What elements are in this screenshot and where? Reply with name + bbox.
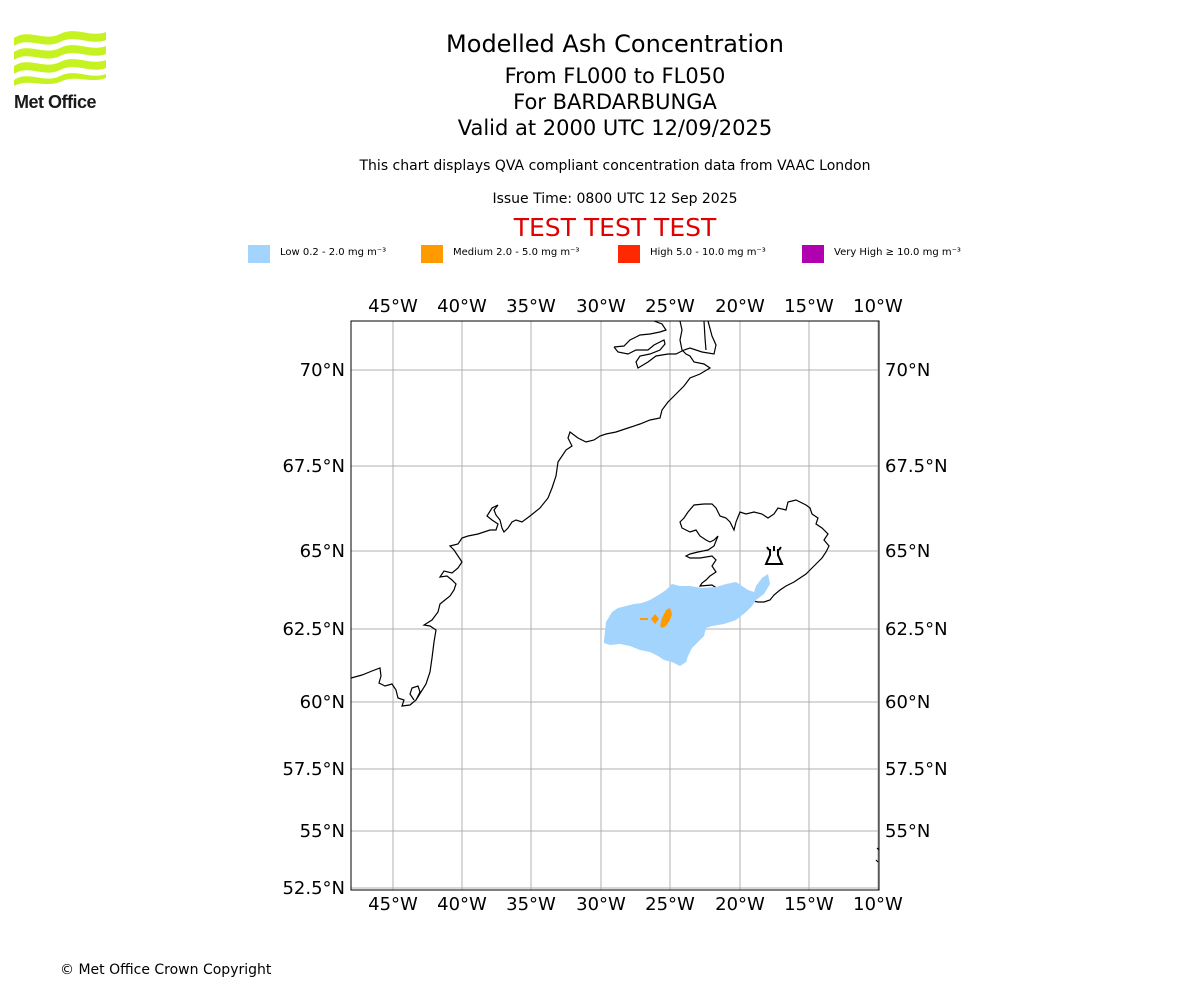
longitude-tick-label: 10°W <box>853 296 903 317</box>
legend-label-very-high: Very High ≥ 10.0 mg m⁻³ <box>834 247 961 258</box>
longitude-tick-label: 40°W <box>437 894 487 915</box>
longitude-tick-label: 40°W <box>437 296 487 317</box>
legend-label-high: High 5.0 - 10.0 mg m⁻³ <box>650 247 766 258</box>
latitude-tick-label: 57.5°N <box>885 759 948 780</box>
longitude-tick-label: 30°W <box>576 894 626 915</box>
graticule <box>351 321 879 890</box>
latitude-tick-label: 60°N <box>885 692 930 713</box>
longitude-tick-label: 45°W <box>368 894 418 915</box>
volcano-icon <box>764 546 784 565</box>
longitude-labels-top: 45°W 40°W 35°W 30°W 25°W 20°W 15°W 10°W <box>368 296 903 317</box>
latitude-tick-label: 52.5°N <box>282 878 345 899</box>
issue-time: Issue Time: 0800 UTC 12 Sep 2025 <box>492 191 738 207</box>
ash-medium-area <box>660 608 672 628</box>
legend-swatch-medium <box>421 245 443 263</box>
data-note: This chart displays QVA compliant concen… <box>359 158 871 174</box>
chart-title: Modelled Ash Concentration <box>446 30 784 58</box>
latitude-tick-label: 62.5°N <box>282 619 345 640</box>
test-banner: TEST TEST TEST <box>513 213 717 242</box>
latitude-labels-right: 70°N 67.5°N 65°N 62.5°N 60°N 57.5°N 55°N <box>885 360 948 842</box>
latitude-tick-label: 67.5°N <box>282 456 345 477</box>
longitude-tick-label: 15°W <box>784 296 834 317</box>
copyright-notice: © Met Office Crown Copyright <box>60 962 272 978</box>
longitude-tick-label: 25°W <box>645 894 695 915</box>
ash-medium-dash <box>640 618 648 620</box>
greenland-coastline <box>351 321 712 707</box>
logo-waves-icon <box>14 31 106 86</box>
longitude-labels-bottom: 45°W 40°W 35°W 30°W 25°W 20°W 15°W 10°W <box>368 894 903 915</box>
latitude-tick-label: 62.5°N <box>885 619 948 640</box>
latitude-tick-label: 55°N <box>300 821 345 842</box>
longitude-tick-label: 35°W <box>506 894 556 915</box>
longitude-tick-label: 20°W <box>715 894 765 915</box>
longitude-tick-label: 15°W <box>784 894 834 915</box>
latitude-tick-label: 67.5°N <box>885 456 948 477</box>
longitude-tick-label: 25°W <box>645 296 695 317</box>
latitude-tick-label: 57.5°N <box>282 759 345 780</box>
latitude-labels-left: 70°N 67.5°N 65°N 62.5°N 60°N 57.5°N 55°N 52.5°N <box>282 360 345 899</box>
latitude-tick-label: 65°N <box>885 541 930 562</box>
ash-medium-spot <box>651 614 659 624</box>
met-office-logo: Met Office <box>14 28 106 112</box>
latitude-tick-label: 65°N <box>300 541 345 562</box>
latitude-tick-label: 70°N <box>300 360 345 381</box>
latitude-tick-label: 70°N <box>885 360 930 381</box>
logo-wordmark: Met Office <box>14 92 97 112</box>
latitude-tick-label: 60°N <box>300 692 345 713</box>
longitude-tick-label: 35°W <box>506 296 556 317</box>
latitude-tick-label: 55°N <box>885 821 930 842</box>
legend-swatch-very-high <box>802 245 824 263</box>
longitude-tick-label: 30°W <box>576 296 626 317</box>
legend-swatch-high <box>618 245 640 263</box>
volcano-name: For BARDARBUNGA <box>513 90 717 114</box>
legend-label-low: Low 0.2 - 2.0 mg m⁻³ <box>280 247 387 258</box>
longitude-tick-label: 45°W <box>368 296 418 317</box>
map-frame <box>350 320 880 891</box>
greenland-north-coast <box>613 321 717 369</box>
longitude-tick-label: 20°W <box>715 296 765 317</box>
map-features <box>351 321 879 863</box>
legend-swatch-low <box>248 245 270 263</box>
flight-levels: From FL000 to FL050 <box>504 64 726 88</box>
legend-label-medium: Medium 2.0 - 5.0 mg m⁻³ <box>453 247 580 258</box>
longitude-tick-label: 10°W <box>853 894 903 915</box>
valid-time: Valid at 2000 UTC 12/09/2025 <box>457 116 773 140</box>
iceland-coastline <box>679 499 830 603</box>
ash-low-area <box>604 574 770 666</box>
